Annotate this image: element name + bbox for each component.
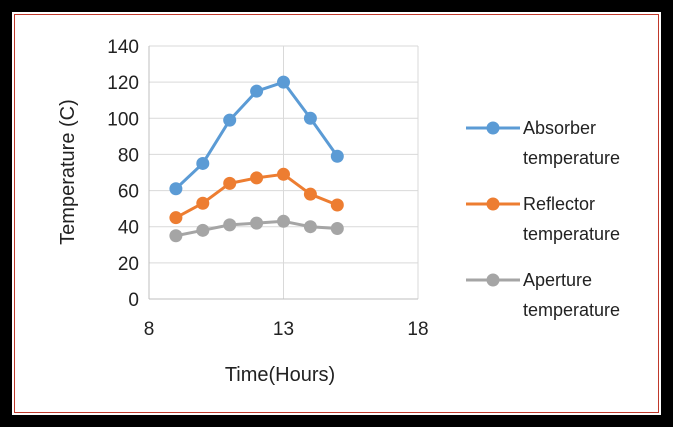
data-point [250,216,264,230]
series-1 [169,167,344,225]
y-tick-label: 100 [107,109,139,130]
data-point [303,111,317,125]
legend-item-0: Absorber temperature [466,118,620,168]
legend-marker [486,121,500,135]
data-point [223,176,237,190]
legend-marker [486,197,500,211]
data-point [330,198,344,212]
data-point [277,214,290,228]
legend-label: Absorber temperature [523,118,620,168]
data-point [303,187,317,201]
x-tick-label: 8 [144,319,155,340]
data-point [303,220,317,234]
y-tick-label: 60 [118,182,139,203]
legend-item-2: Aperture temperature [466,270,620,320]
x-axis-title: Time(Hours) [225,364,335,386]
data-point [223,218,237,232]
data-series [169,75,344,243]
data-point [277,167,290,181]
y-tick-label: 80 [118,145,139,166]
legend-label-line: temperature [523,300,620,320]
x-tick-label: 18 [407,319,428,340]
data-point [196,156,210,170]
data-point [169,229,183,243]
data-point [277,75,290,89]
series-2 [169,214,344,243]
data-point [223,113,237,127]
legend-label-line: Reflector [523,194,595,214]
data-point [330,222,344,236]
legend-marker [486,273,500,287]
y-tick-label: 140 [107,37,139,58]
data-point [250,84,264,98]
y-tick-label: 120 [107,73,139,94]
y-tick-label: 0 [128,290,139,311]
x-tick-label: 13 [273,319,294,340]
series-0 [169,75,344,196]
legend-label-line: temperature [523,224,620,244]
legend-item-1: Reflector temperature [466,194,620,244]
legend-label: Reflector temperature [523,194,620,244]
data-point [169,182,183,196]
inner-border [14,14,659,413]
y-tick-label: 40 [118,218,139,239]
y-axis-title: Temperature (C) [57,99,79,245]
data-point [330,149,344,163]
data-point [250,171,264,185]
legend-label: Aperture temperature [523,270,620,320]
legend-label-line: temperature [523,148,620,168]
y-tick-labels: 0 20 40 60 80 100 120 140 [107,37,139,311]
data-point [196,223,210,237]
data-point [169,211,183,225]
data-point [196,196,210,210]
axes [148,46,418,300]
y-tick-label: 20 [118,254,139,275]
legend-label-line: Aperture [523,270,592,290]
legend-label-line: Absorber [523,118,596,138]
x-tick-labels: 8 13 18 [144,319,429,340]
